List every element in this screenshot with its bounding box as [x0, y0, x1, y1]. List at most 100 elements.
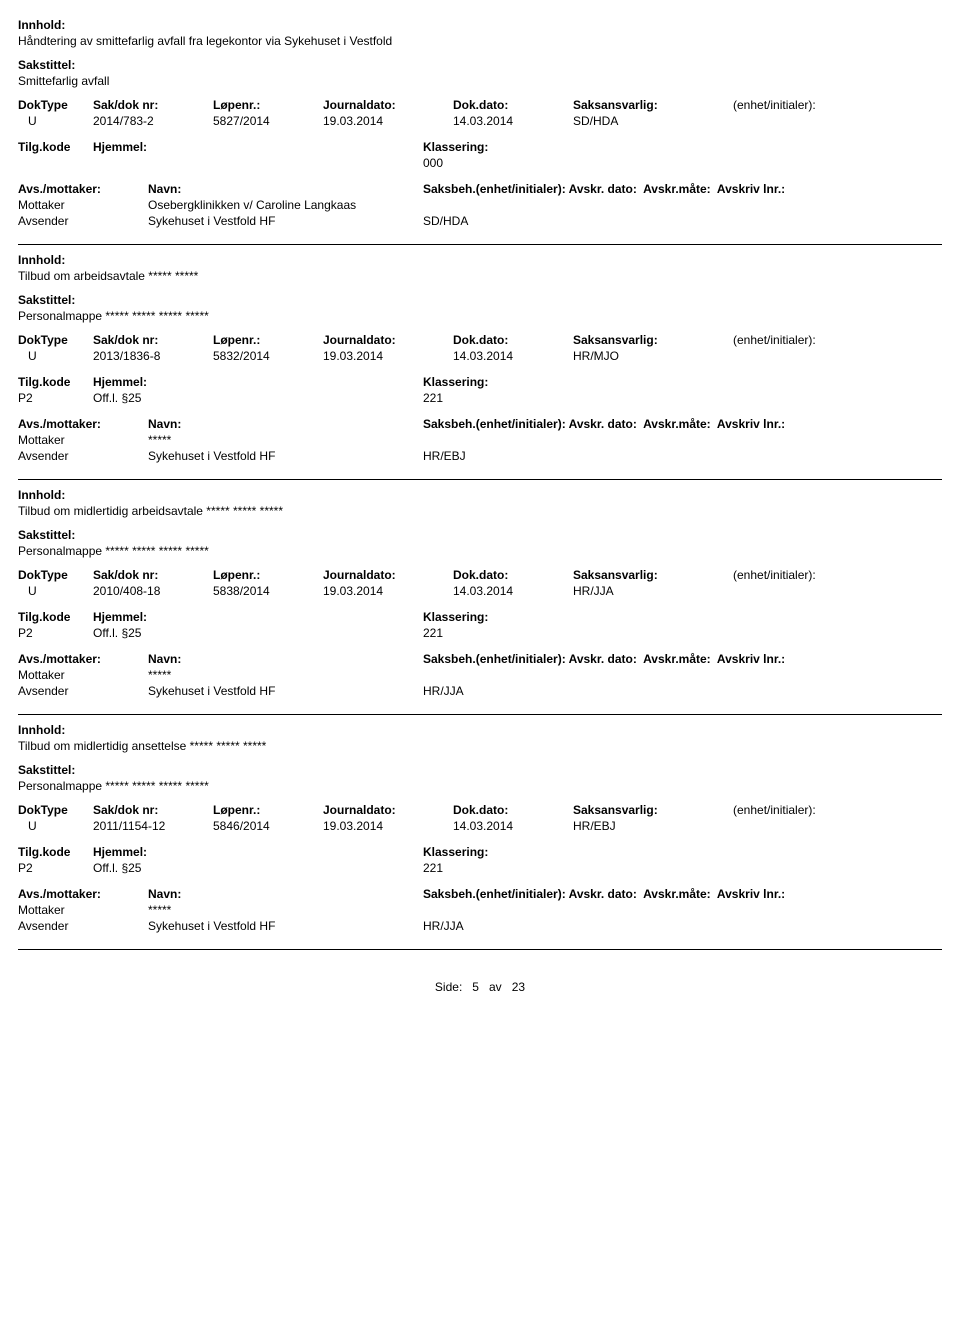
klassering-label: Klassering:: [423, 610, 942, 624]
row3-avsender: Avsender Sykehuset i Vestfold HF HR/JJA: [18, 919, 942, 933]
avskrMate-label: Avskr.måte:: [643, 652, 711, 666]
row1-headers: DokType Sak/dok nr: Løpenr.: Journaldato…: [18, 333, 942, 347]
page-footer: Side: 5 av 23: [18, 980, 942, 994]
row3-avsender: Avsender Sykehuset i Vestfold HF HR/JJA: [18, 684, 942, 698]
mottaker-label: Mottaker: [18, 433, 148, 447]
hjemmel-label: Hjemmel:: [93, 140, 423, 154]
row1-values: U 2011/1154-12 5846/2014 19.03.2014 14.0…: [18, 819, 942, 833]
journaldato-label: Journaldato:: [323, 803, 453, 817]
tilgKode-label: Tilg.kode: [18, 845, 93, 859]
klassering-value: 221: [423, 391, 942, 405]
saksbeh-value: HR/JJA: [423, 684, 942, 698]
mottaker-navn: *****: [148, 903, 388, 917]
avsender-navn: Sykehuset i Vestfold HF: [148, 214, 423, 228]
sakDokNr-label: Sak/dok nr:: [93, 803, 213, 817]
mottaker-navn: Osebergklinikken v/ Caroline Langkaas: [148, 198, 388, 212]
navn-label: Navn:: [148, 652, 423, 666]
dokDato-label: Dok.dato:: [453, 803, 573, 817]
dokType-label: DokType: [18, 98, 93, 112]
saksansvarlig-label: Saksansvarlig:: [573, 98, 733, 112]
sakstittel-label: Sakstittel:: [18, 763, 942, 777]
enhetInit-label: (enhet/initialer):: [733, 98, 942, 112]
klassering-value: 221: [423, 861, 942, 875]
hjemmel-value: Off.l. §25: [93, 861, 423, 875]
tilgKode-value: [18, 156, 93, 170]
footer-sep: av: [489, 980, 502, 994]
avsender-label: Avsender: [18, 684, 148, 698]
row1-values: U 2014/783-2 5827/2014 19.03.2014 14.03.…: [18, 114, 942, 128]
record: Innhold: Tilbud om midlertidig ansettels…: [18, 723, 942, 950]
footer-prefix: Side:: [435, 980, 462, 994]
row2-values: 000: [18, 156, 942, 170]
klassering-label: Klassering:: [423, 845, 942, 859]
mottaker-label: Mottaker: [18, 903, 148, 917]
navn-label: Navn:: [148, 417, 423, 431]
sakstittel-value: Personalmappe ***** ***** ***** *****: [18, 309, 942, 323]
dokDato-label: Dok.dato:: [453, 333, 573, 347]
enhetInit-label: (enhet/initialer):: [733, 803, 942, 817]
dokDato-value: 14.03.2014: [453, 114, 573, 128]
avskrMate-label: Avskr.måte:: [643, 887, 711, 901]
saksansvarlig-label: Saksansvarlig:: [573, 333, 733, 347]
navn-label: Navn:: [148, 887, 423, 901]
sakDokNr-label: Sak/dok nr:: [93, 568, 213, 582]
innhold-value: Tilbud om midlertidig ansettelse ***** *…: [18, 739, 942, 753]
row2-headers: Tilg.kode Hjemmel: Klassering:: [18, 610, 942, 624]
dokType-label: DokType: [18, 803, 93, 817]
row1-headers: DokType Sak/dok nr: Løpenr.: Journaldato…: [18, 98, 942, 112]
hjemmel-label: Hjemmel:: [93, 610, 423, 624]
avskrivLnr-label: Avskriv lnr.:: [717, 652, 785, 666]
klassering-label: Klassering:: [423, 140, 942, 154]
avskrDato-label: Avskr. dato:: [569, 652, 637, 666]
sakDokNr-value: 2011/1154-12: [93, 819, 213, 833]
saksbeh-value: HR/JJA: [423, 919, 942, 933]
record: Innhold: Håndtering av smittefarlig avfa…: [18, 18, 942, 245]
hjemmel-label: Hjemmel:: [93, 845, 423, 859]
innhold-label: Innhold:: [18, 253, 942, 267]
tilgKode-value: P2: [18, 626, 93, 640]
klassering-value: 000: [423, 156, 942, 170]
mottaker-navn: *****: [148, 668, 388, 682]
innhold-value: Tilbud om arbeidsavtale ***** *****: [18, 269, 942, 283]
tilgKode-value: P2: [18, 861, 93, 875]
avsMottaker-label: Avs./mottaker:: [18, 652, 148, 666]
avsender-label: Avsender: [18, 919, 148, 933]
hjemmel-value: Off.l. §25: [93, 626, 423, 640]
navn-label: Navn:: [148, 182, 423, 196]
saksansvarlig-label: Saksansvarlig:: [573, 803, 733, 817]
sakstittel-label: Sakstittel:: [18, 293, 942, 307]
dokType-label: DokType: [18, 333, 93, 347]
innhold-value: Håndtering av smittefarlig avfall fra le…: [18, 34, 942, 48]
journaldato-value: 19.03.2014: [323, 584, 453, 598]
saksbeh-label: Saksbeh.(enhet/initialer):: [423, 652, 566, 666]
avskrDato-label: Avskr. dato:: [569, 887, 637, 901]
dokType-label: DokType: [18, 568, 93, 582]
journaldato-label: Journaldato:: [323, 568, 453, 582]
saksbeh-label: Saksbeh.(enhet/initialer):: [423, 887, 566, 901]
tilgKode-label: Tilg.kode: [18, 140, 93, 154]
row3-headers: Avs./mottaker: Navn: Saksbeh.(enhet/init…: [18, 887, 942, 901]
innhold-label: Innhold:: [18, 18, 942, 32]
row1-headers: DokType Sak/dok nr: Løpenr.: Journaldato…: [18, 568, 942, 582]
row2-headers: Tilg.kode Hjemmel: Klassering:: [18, 375, 942, 389]
tilgKode-value: P2: [18, 391, 93, 405]
hjemmel-value: [93, 156, 423, 170]
saksansvarlig-value: SD/HDA: [573, 114, 733, 128]
row3-mottaker: Mottaker *****: [18, 433, 942, 447]
klassering-value: 221: [423, 626, 942, 640]
records-container: Innhold: Håndtering av smittefarlig avfa…: [18, 18, 942, 950]
dokType-value: U: [18, 819, 93, 833]
enhetInit-label: (enhet/initialer):: [733, 333, 942, 347]
record: Innhold: Tilbud om midlertidig arbeidsav…: [18, 488, 942, 715]
row2-values: P2 Off.l. §25 221: [18, 861, 942, 875]
tilgKode-label: Tilg.kode: [18, 610, 93, 624]
avsender-label: Avsender: [18, 214, 148, 228]
avsMottaker-label: Avs./mottaker:: [18, 417, 148, 431]
lopenr-label: Løpenr.:: [213, 803, 323, 817]
footer-page: 5: [472, 980, 479, 994]
row1-headers: DokType Sak/dok nr: Løpenr.: Journaldato…: [18, 803, 942, 817]
sakstittel-value: Personalmappe ***** ***** ***** *****: [18, 779, 942, 793]
mottaker-label: Mottaker: [18, 198, 148, 212]
saksbeh-cols: Saksbeh.(enhet/initialer): Avskr. dato: …: [423, 417, 942, 431]
lopenr-value: 5827/2014: [213, 114, 323, 128]
